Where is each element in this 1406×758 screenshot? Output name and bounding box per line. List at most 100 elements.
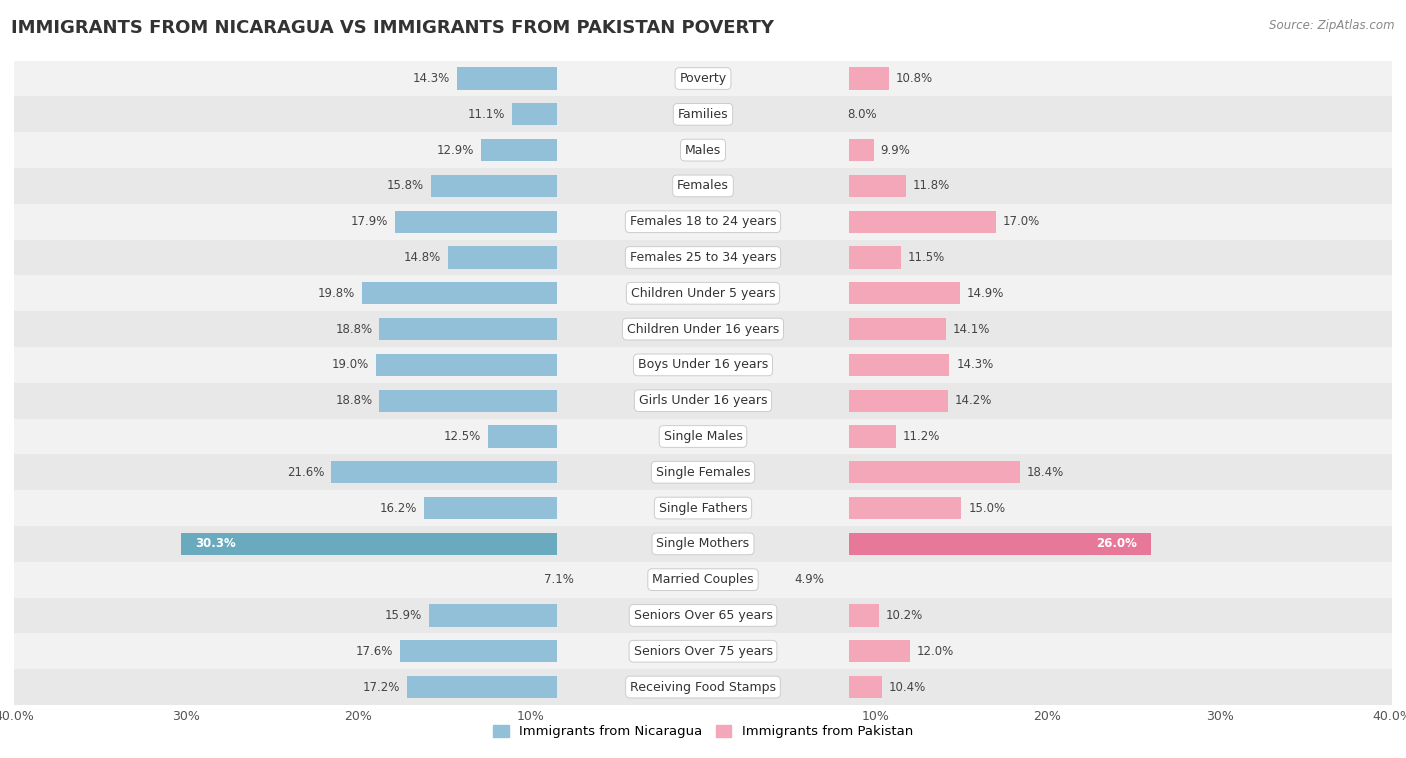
Text: Males: Males: [685, 143, 721, 157]
Bar: [181, 533, 557, 555]
Bar: [849, 461, 1019, 484]
Bar: [849, 139, 873, 161]
Bar: [457, 67, 557, 89]
Bar: [380, 390, 557, 412]
Text: 14.1%: 14.1%: [953, 323, 990, 336]
Bar: [849, 604, 879, 627]
Text: Seniors Over 75 years: Seniors Over 75 years: [634, 645, 772, 658]
Bar: [14, 204, 1392, 240]
Bar: [14, 597, 1392, 634]
Text: 15.8%: 15.8%: [387, 180, 425, 193]
Text: 12.9%: 12.9%: [436, 143, 474, 157]
Text: Single Males: Single Males: [664, 430, 742, 443]
Text: 16.2%: 16.2%: [380, 502, 418, 515]
Text: 8.0%: 8.0%: [848, 108, 877, 121]
Bar: [14, 634, 1392, 669]
Bar: [849, 354, 949, 376]
Bar: [380, 318, 557, 340]
Text: Children Under 5 years: Children Under 5 years: [631, 287, 775, 300]
Bar: [430, 175, 557, 197]
Text: 11.2%: 11.2%: [903, 430, 941, 443]
Text: 26.0%: 26.0%: [1097, 537, 1137, 550]
Bar: [14, 132, 1392, 168]
Text: IMMIGRANTS FROM NICARAGUA VS IMMIGRANTS FROM PAKISTAN POVERTY: IMMIGRANTS FROM NICARAGUA VS IMMIGRANTS …: [11, 19, 775, 37]
Text: 14.9%: 14.9%: [966, 287, 1004, 300]
Text: 10.8%: 10.8%: [896, 72, 934, 85]
Bar: [429, 604, 557, 627]
Bar: [512, 103, 557, 125]
Text: Source: ZipAtlas.com: Source: ZipAtlas.com: [1270, 19, 1395, 32]
Text: 12.5%: 12.5%: [443, 430, 481, 443]
Bar: [406, 676, 557, 698]
Text: 14.2%: 14.2%: [955, 394, 991, 407]
Bar: [849, 497, 962, 519]
Bar: [14, 490, 1392, 526]
Legend: Immigrants from Nicaragua, Immigrants from Pakistan: Immigrants from Nicaragua, Immigrants fr…: [488, 719, 918, 744]
Bar: [481, 139, 557, 161]
Text: 17.2%: 17.2%: [363, 681, 399, 694]
Bar: [14, 418, 1392, 454]
Text: 19.8%: 19.8%: [318, 287, 356, 300]
Text: Single Fathers: Single Fathers: [659, 502, 747, 515]
Text: 11.8%: 11.8%: [912, 180, 950, 193]
Text: 15.9%: 15.9%: [385, 609, 422, 622]
Text: Poverty: Poverty: [679, 72, 727, 85]
Text: 4.9%: 4.9%: [794, 573, 824, 586]
Text: 18.4%: 18.4%: [1026, 465, 1064, 479]
Bar: [14, 240, 1392, 275]
Text: 7.1%: 7.1%: [544, 573, 574, 586]
Bar: [849, 318, 946, 340]
Text: 14.3%: 14.3%: [412, 72, 450, 85]
Bar: [14, 454, 1392, 490]
Text: 21.6%: 21.6%: [287, 465, 323, 479]
Bar: [14, 383, 1392, 418]
Bar: [14, 168, 1392, 204]
Text: 17.6%: 17.6%: [356, 645, 392, 658]
Text: Females: Females: [678, 180, 728, 193]
Text: Females 25 to 34 years: Females 25 to 34 years: [630, 251, 776, 264]
Bar: [849, 533, 1152, 555]
Text: 9.9%: 9.9%: [880, 143, 910, 157]
Bar: [849, 390, 948, 412]
Bar: [849, 246, 901, 268]
Bar: [395, 211, 557, 233]
Text: Females 18 to 24 years: Females 18 to 24 years: [630, 215, 776, 228]
Text: 19.0%: 19.0%: [332, 359, 368, 371]
Text: Receiving Food Stamps: Receiving Food Stamps: [630, 681, 776, 694]
Bar: [849, 67, 889, 89]
Bar: [849, 282, 960, 305]
Bar: [849, 211, 995, 233]
Text: 18.8%: 18.8%: [335, 323, 373, 336]
Bar: [449, 246, 557, 268]
Text: 11.1%: 11.1%: [468, 108, 505, 121]
Text: 17.0%: 17.0%: [1002, 215, 1040, 228]
Bar: [14, 669, 1392, 705]
Bar: [14, 347, 1392, 383]
Text: Single Mothers: Single Mothers: [657, 537, 749, 550]
Text: Families: Families: [678, 108, 728, 121]
Bar: [375, 354, 557, 376]
Bar: [14, 562, 1392, 597]
Text: Married Couples: Married Couples: [652, 573, 754, 586]
Text: Single Females: Single Females: [655, 465, 751, 479]
Text: Boys Under 16 years: Boys Under 16 years: [638, 359, 768, 371]
Bar: [330, 461, 557, 484]
Bar: [14, 526, 1392, 562]
Bar: [849, 676, 882, 698]
Text: 10.4%: 10.4%: [889, 681, 927, 694]
Bar: [14, 61, 1392, 96]
Text: 15.0%: 15.0%: [969, 502, 1005, 515]
Bar: [488, 425, 557, 447]
Bar: [14, 312, 1392, 347]
Text: 11.5%: 11.5%: [908, 251, 945, 264]
Text: Girls Under 16 years: Girls Under 16 years: [638, 394, 768, 407]
Text: 18.8%: 18.8%: [335, 394, 373, 407]
Text: 12.0%: 12.0%: [917, 645, 953, 658]
Text: 14.8%: 14.8%: [404, 251, 441, 264]
Text: 14.3%: 14.3%: [956, 359, 994, 371]
Bar: [849, 175, 907, 197]
Text: 10.2%: 10.2%: [886, 609, 922, 622]
Bar: [425, 497, 557, 519]
Bar: [849, 425, 896, 447]
Text: 17.9%: 17.9%: [350, 215, 388, 228]
